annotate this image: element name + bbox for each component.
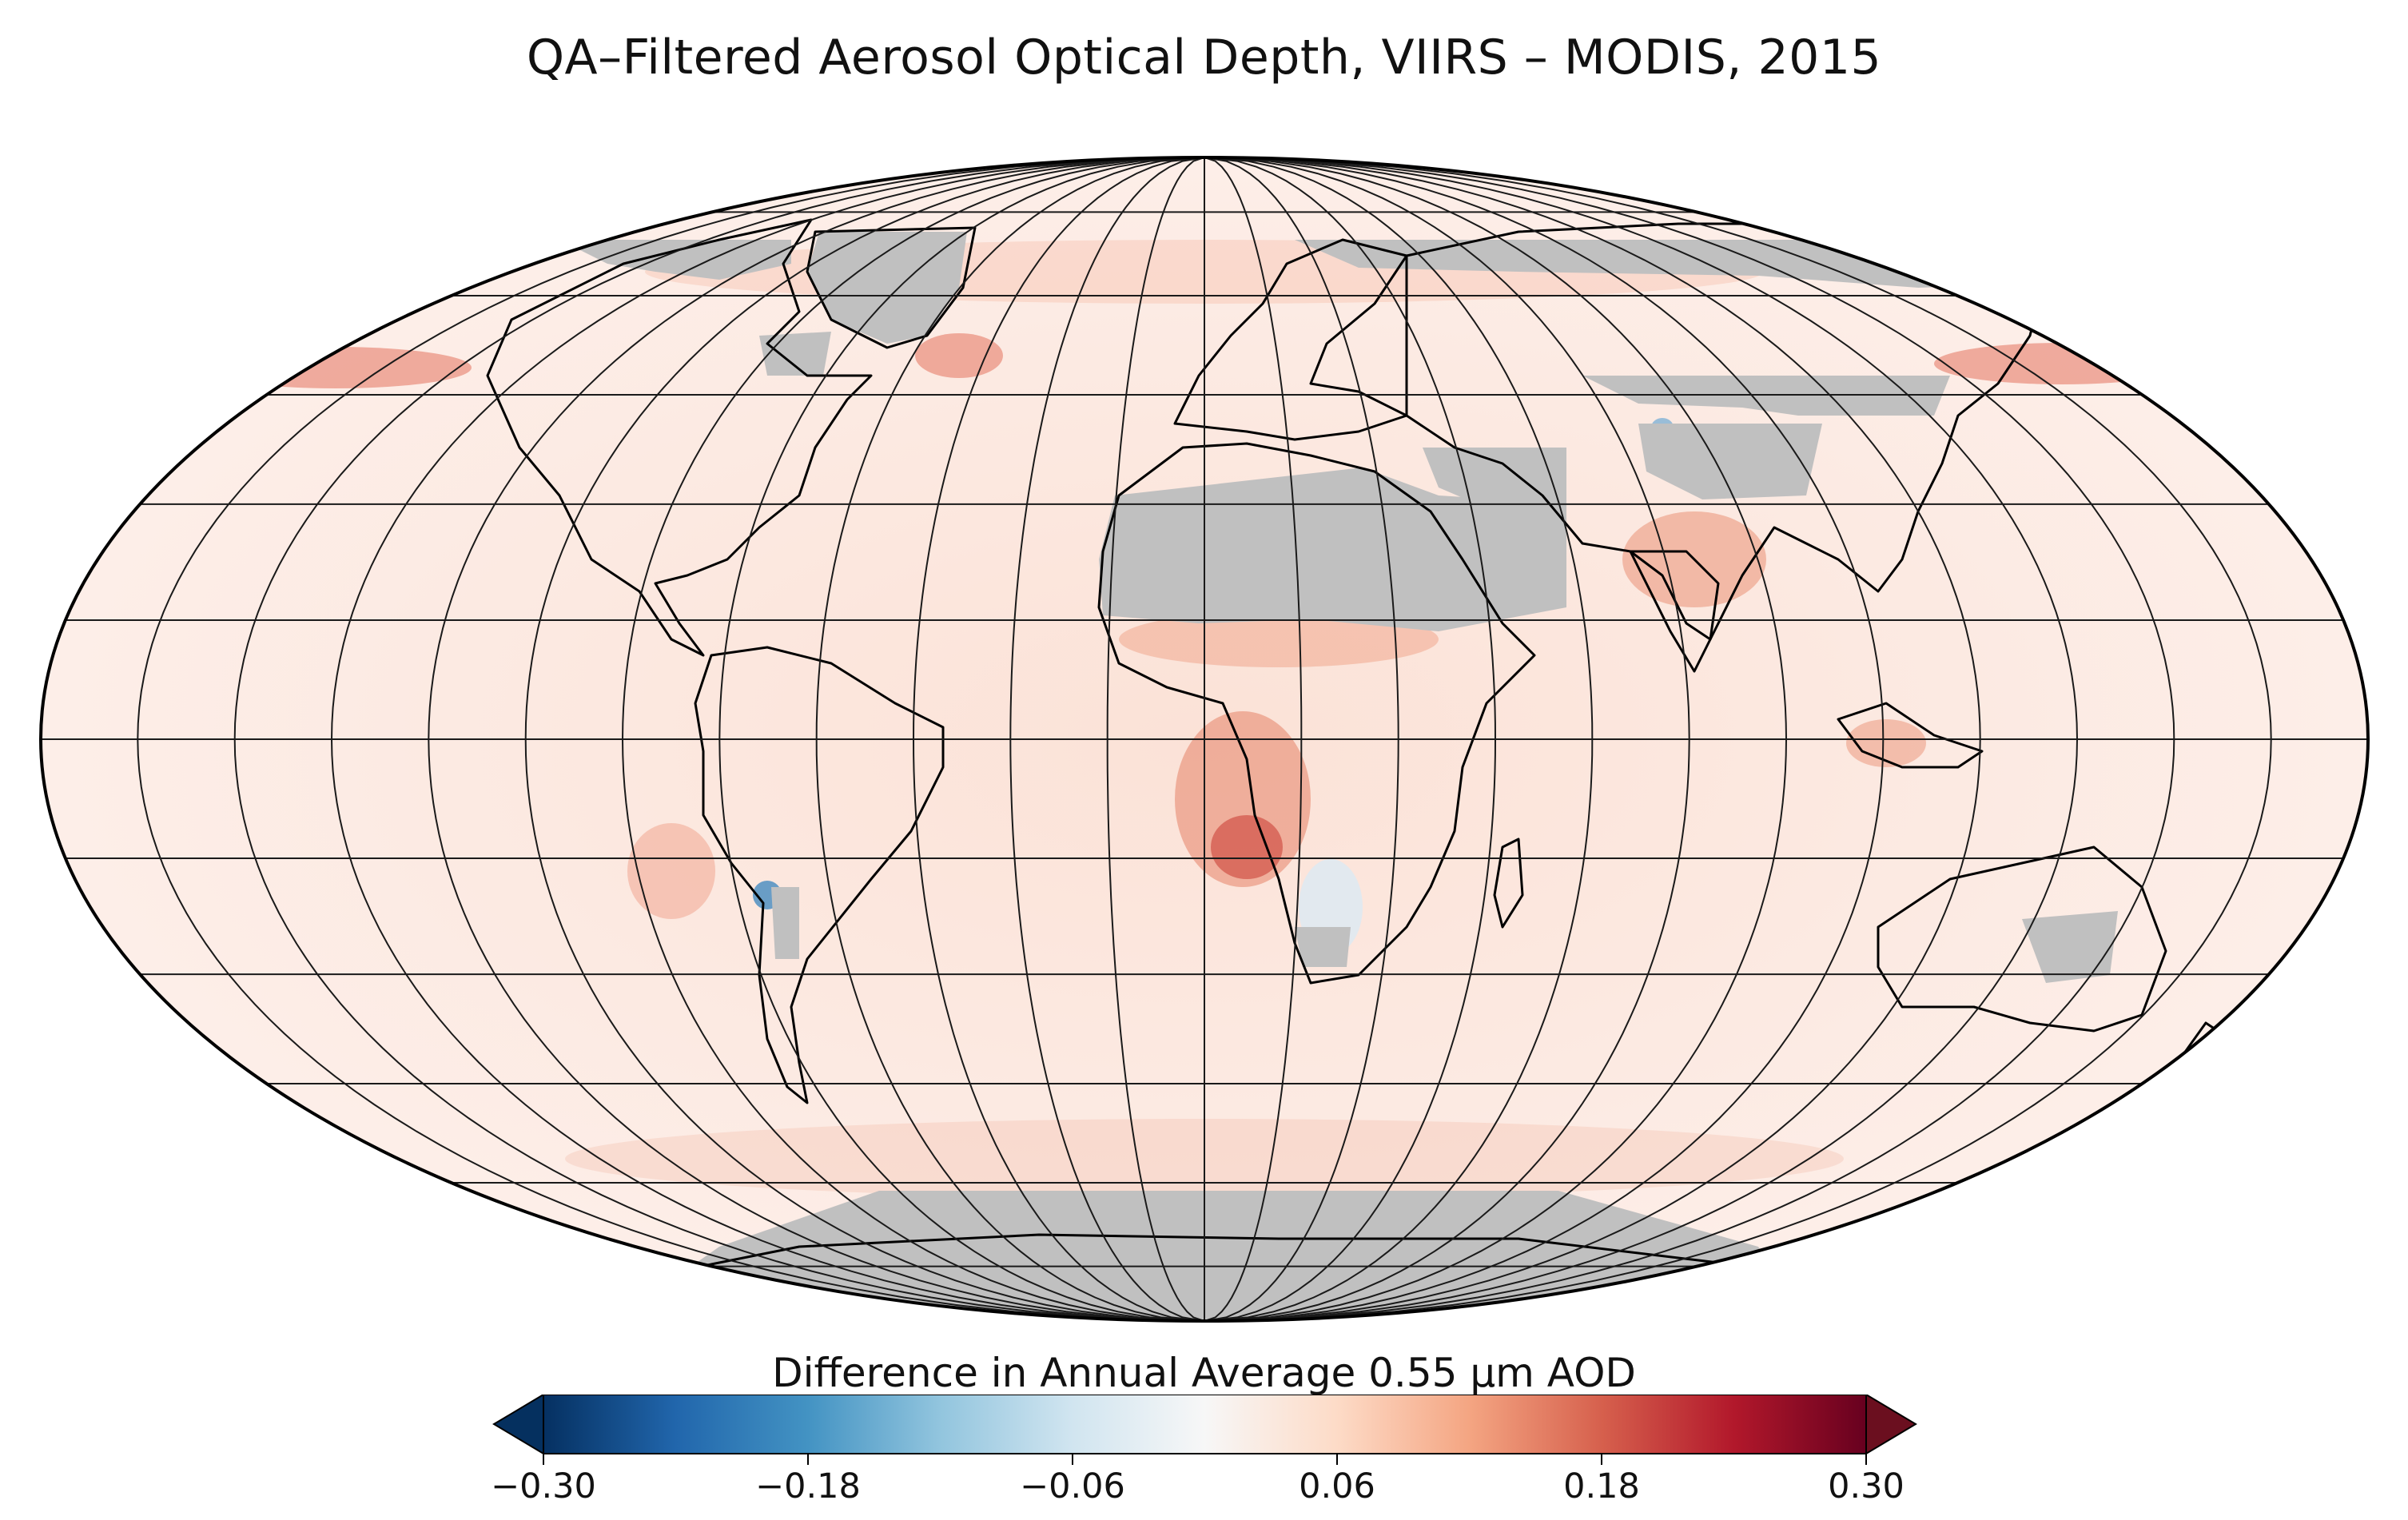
coast-australia: [1877, 846, 2167, 1033]
coast-madagascar: [1493, 838, 1524, 929]
colorbar-over-arrow: [1865, 1395, 1917, 1455]
coast-sumatra-borneo: [1837, 702, 1984, 769]
nodata-sahara: [1099, 468, 1566, 631]
hotspot-angola: [1211, 815, 1283, 879]
coast-africa: [1097, 442, 1536, 985]
colorbar-tick-label: −0.30: [491, 1466, 596, 1506]
graticule: [41, 157, 2368, 1321]
hotspot-se-asia: [1846, 719, 1926, 767]
map-title: QA–Filtered Aerosol Optical Depth, VIIRS…: [526, 30, 1882, 86]
coast-greenland: [806, 226, 977, 349]
colorbar-ticks: [543, 1454, 1867, 1465]
colorbar: [492, 1395, 1917, 1465]
nodata-atacama: [771, 887, 799, 959]
nodata-tibet-mongolia: [1638, 424, 1822, 499]
colorbar-label: Difference in Annual Average 0.55 µm AOD: [772, 1350, 1636, 1396]
nodata-iran-arabia: [1423, 448, 1566, 511]
colorbar-under-arrow: [492, 1395, 544, 1455]
colorbar-tick-label: 0.30: [1828, 1466, 1905, 1506]
nodata-hudson: [759, 332, 831, 376]
world-map: [39, 156, 2370, 1323]
colorbar-tick-label: −0.06: [1020, 1466, 1125, 1506]
colorbar-tick-label: 0.18: [1563, 1466, 1640, 1506]
colorbar-tick-label: −0.18: [755, 1466, 861, 1506]
coast-south-america: [694, 646, 945, 1104]
coast-north-america: [486, 218, 873, 657]
nodata-greenland: [807, 232, 967, 344]
hotspot-north-atlantic: [915, 333, 1003, 378]
nodata-australia: [2022, 911, 2118, 983]
coast-india: [1629, 550, 1720, 673]
coast-europe: [1173, 238, 1408, 441]
hotspot-sahel: [1119, 611, 1439, 667]
map-border: [39, 156, 2370, 1323]
hotspot-north-pacific-east: [1934, 343, 2190, 384]
colorbar-tick-label: 0.06: [1299, 1466, 1375, 1506]
colorbar-gradient: [543, 1395, 1867, 1454]
hotspot-south-america: [627, 823, 715, 919]
nodata-kalahari: [1295, 927, 1351, 967]
